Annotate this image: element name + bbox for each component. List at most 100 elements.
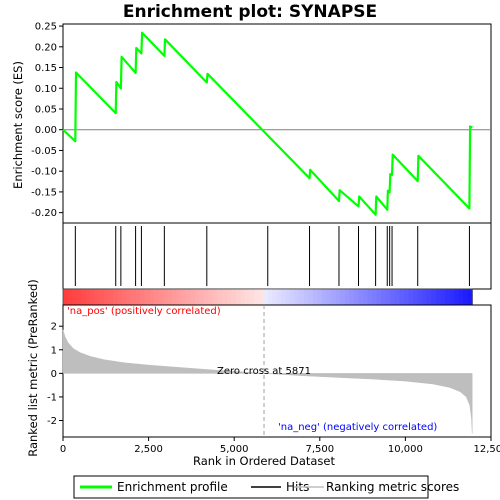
rank-color-segment xyxy=(76,289,82,305)
es-y-tick-label: 0.10 xyxy=(35,84,57,95)
es-axis-label: Enrichment score (ES) xyxy=(11,61,25,189)
es-y-tick-label: 0.20 xyxy=(35,42,57,53)
rank-color-segment xyxy=(422,289,428,305)
metric-panel: -2 -1 0 1 2 0 2,500 5,000 7,500 10,000 12,500 xyxy=(47,304,500,455)
rank-color-segment xyxy=(172,289,178,305)
ranking-colorbar xyxy=(62,288,473,306)
metric-y-tick-label: 2 xyxy=(51,322,57,333)
rank-color-segment xyxy=(153,289,160,305)
rank-color-segment xyxy=(349,289,355,305)
es-y-tick-label: 0.00 xyxy=(35,125,57,136)
rank-color-segment xyxy=(131,289,137,305)
rank-color-segment xyxy=(363,289,369,305)
hits-plot-area xyxy=(62,222,492,290)
rank-color-segment xyxy=(108,289,114,305)
rank-color-segment xyxy=(440,289,446,305)
rank-color-segment xyxy=(372,289,378,305)
rank-color-segment xyxy=(176,289,182,305)
metric-y-tick-label: 0 xyxy=(51,369,57,380)
rank-color-segment xyxy=(467,289,473,305)
rank-color-segment xyxy=(272,289,278,305)
metric-y-tick-label: 1 xyxy=(51,345,57,356)
x-tick-label: 0 xyxy=(60,444,66,455)
rank-color-segment xyxy=(253,289,260,305)
hits-panel xyxy=(62,222,492,290)
rank-color-segment xyxy=(413,289,419,305)
rank-color-segment xyxy=(376,289,382,305)
x-tick-label: 7,500 xyxy=(305,444,334,455)
rank-color-segment xyxy=(258,289,264,305)
rank-color-segment xyxy=(458,289,464,305)
rank-color-segment xyxy=(408,289,414,305)
rank-color-segment xyxy=(331,289,337,305)
rank-color-segment xyxy=(358,289,364,305)
rank-color-segment xyxy=(299,289,305,305)
x-tick-label: 2,500 xyxy=(134,444,163,455)
rank-color-segment xyxy=(72,289,78,305)
rank-color-segment xyxy=(63,289,69,305)
rank-color-segment xyxy=(435,289,441,305)
rank-color-segment xyxy=(417,289,423,305)
rank-color-segment xyxy=(322,289,328,305)
es-y-tick-label: 0.25 xyxy=(35,22,57,33)
rank-color-segment xyxy=(353,289,360,305)
legend-metric-label: Ranking metric scores xyxy=(326,480,459,494)
rank-color-segment xyxy=(431,289,437,305)
rank-color-segment xyxy=(463,289,469,305)
chart-title: Enrichment plot: SYNAPSE xyxy=(123,2,377,22)
rank-color-segment xyxy=(99,289,105,305)
rank-color-segment xyxy=(249,289,255,305)
rank-color-segment xyxy=(326,289,332,305)
rank-color-segment xyxy=(199,289,205,305)
rank-color-segment xyxy=(267,289,273,305)
rank-color-segment xyxy=(281,289,287,305)
rank-color-segment xyxy=(117,289,123,305)
rank-color-segment xyxy=(317,289,323,305)
rank-color-segment xyxy=(381,289,387,305)
rank-color-segment xyxy=(231,289,237,305)
zero-cross-label: Zero cross at 5871 xyxy=(217,366,311,377)
x-tick-label: 10,000 xyxy=(388,444,423,455)
rank-color-segment xyxy=(308,289,314,305)
x-axis-label: Rank in Ordered Dataset xyxy=(193,454,336,468)
rank-color-segment xyxy=(203,289,210,305)
rank-color-segment xyxy=(222,289,228,305)
metric-y-tick-label: -2 xyxy=(47,416,57,427)
rank-color-segment xyxy=(244,289,250,305)
legend-enrichment-label: Enrichment profile xyxy=(117,480,228,494)
rank-color-segment xyxy=(194,289,200,305)
x-tick-label: 5,000 xyxy=(220,444,249,455)
rank-color-segment xyxy=(163,289,169,305)
rank-color-segment xyxy=(140,289,146,305)
es-y-tick-label: -0.20 xyxy=(31,208,57,219)
rank-color-segment xyxy=(426,289,432,305)
rank-color-segment xyxy=(113,289,119,305)
es-y-tick-label: -0.05 xyxy=(31,146,57,157)
rank-color-segment xyxy=(167,289,173,305)
rank-color-segment xyxy=(385,289,391,305)
neg-corr-label: 'na_neg' (negatively correlated) xyxy=(278,422,437,433)
rank-color-segment xyxy=(90,289,96,305)
es-plot-area xyxy=(62,23,492,224)
rank-color-segment xyxy=(444,289,451,305)
legend: Enrichment profile Hits Ranking metric s… xyxy=(73,475,459,499)
rank-color-segment xyxy=(208,289,214,305)
rank-color-segment xyxy=(126,289,132,305)
ranking-metric-area xyxy=(62,329,473,434)
rank-color-segment xyxy=(394,289,401,305)
rank-color-segment xyxy=(185,289,191,305)
rank-color-segment xyxy=(85,289,91,305)
es-y-tick-label: 0.05 xyxy=(35,104,57,115)
rank-color-segment xyxy=(403,289,410,305)
rank-color-segment xyxy=(81,289,87,305)
es-y-tick-label: -0.15 xyxy=(31,187,57,198)
rank-color-segment xyxy=(303,289,310,305)
rank-color-segment xyxy=(390,289,396,305)
rank-color-segment xyxy=(335,289,341,305)
rank-color-segment xyxy=(226,289,232,305)
rank-color-segment xyxy=(67,289,73,305)
rank-color-segment xyxy=(240,289,246,305)
rank-color-segment xyxy=(285,289,291,305)
x-tick-label: 12,500 xyxy=(474,444,500,455)
